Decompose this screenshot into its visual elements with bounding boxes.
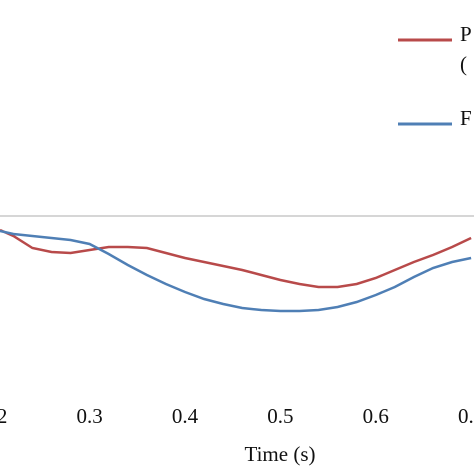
x-tick-label: 0.4 (172, 404, 199, 428)
x-tick-label: 0.2 (0, 404, 7, 428)
line-series (0, 229, 472, 313)
x-tick-label: 0.5 (267, 404, 293, 428)
x-tick-label: 0.6 (363, 404, 389, 428)
x-tick-label: 0.7 (458, 404, 474, 428)
x-axis-label: Time (s) (245, 442, 316, 466)
line-series (0, 228, 472, 289)
x-tick-label: 0.3 (77, 404, 103, 428)
legend-label: F (460, 106, 472, 130)
legend-label: P( (460, 22, 472, 76)
